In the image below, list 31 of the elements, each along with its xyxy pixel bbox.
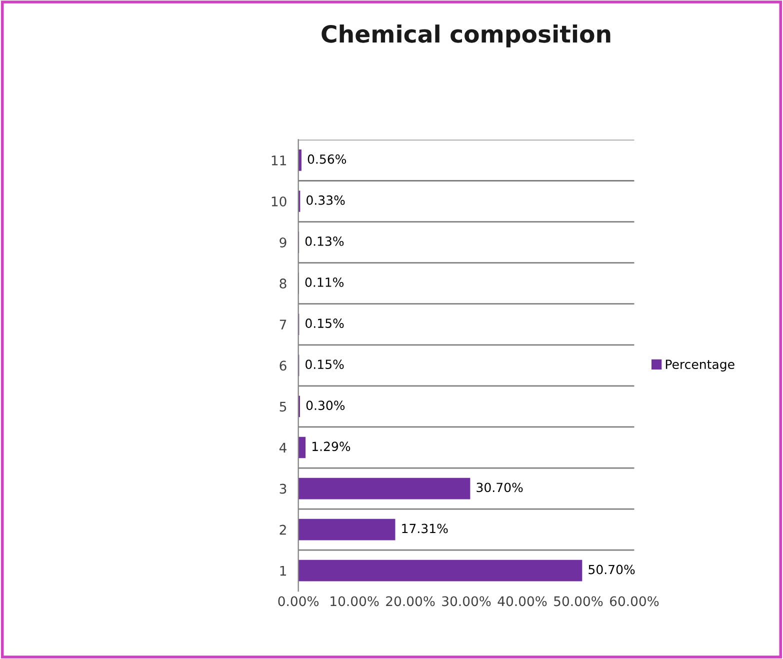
y-tick-label: 8: [280, 278, 286, 289]
y-tick-label: 4: [279, 442, 286, 453]
data-label: 0.13%: [305, 236, 344, 246]
data-label: 0.33%: [306, 195, 345, 205]
data-label: 30.70%: [476, 482, 523, 492]
y-tick-label: 2: [280, 524, 286, 535]
data-label: 50.70%: [588, 564, 635, 574]
x-tick-label: 30.00%: [442, 596, 491, 606]
data-label: 0.30%: [306, 400, 345, 410]
y-tick-label: 3: [280, 484, 286, 494]
data-label: 0.15%: [306, 360, 344, 370]
y-tick-label: 6: [280, 360, 286, 371]
x-tick-label: 60.00%: [610, 596, 659, 606]
data-label: 0.15%: [306, 318, 344, 328]
x-tick-label: 0.00%: [278, 596, 319, 606]
y-tick-label: 11: [272, 156, 286, 166]
x-tick-label: 20.00%: [386, 596, 435, 606]
y-tick-label: 9: [280, 238, 286, 248]
y-tick-label: 1: [280, 566, 286, 576]
x-tick-label: 50.00%: [554, 596, 603, 606]
data-label: 17.31%: [402, 524, 448, 534]
data-label: 1.29%: [312, 442, 350, 452]
y-tick-label: 5: [280, 402, 286, 412]
x-tick-label: 40.00%: [498, 596, 547, 606]
chart-title: Chemical composition: [322, 24, 610, 48]
y-tick-label: 7: [280, 320, 286, 330]
y-tick-label: 10: [272, 196, 286, 206]
data-label: 0.56%: [308, 154, 346, 164]
legend-label: Percentage: [666, 360, 734, 372]
x-tick-label: 10.00%: [330, 596, 379, 606]
data-label: 0.11%: [305, 278, 344, 287]
